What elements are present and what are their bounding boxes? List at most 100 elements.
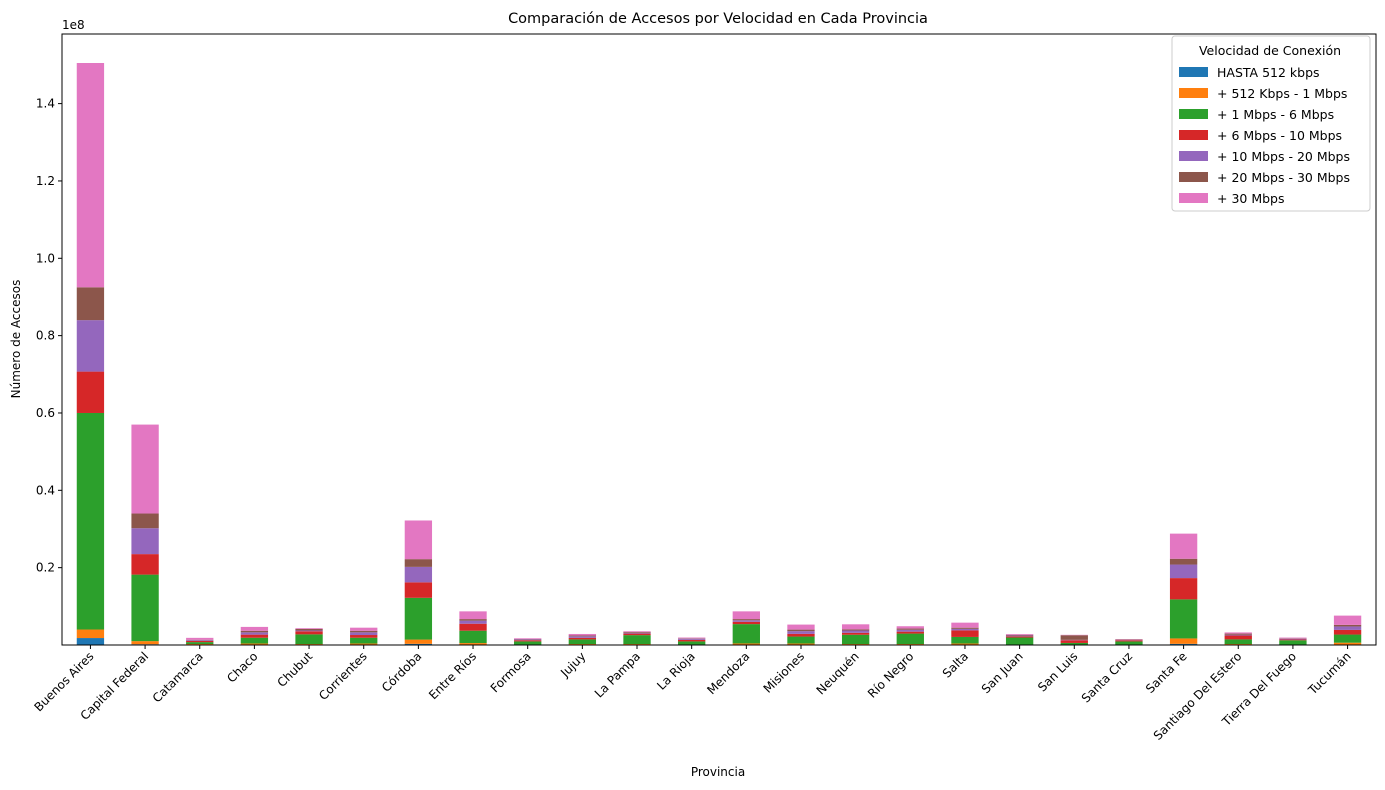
bar-segment-5-15 [896, 628, 924, 630]
bar-segment-5-6 [404, 559, 433, 567]
legend-title: Velocidad de Conexión [1199, 43, 1341, 58]
bar-segment-4-15 [896, 629, 924, 632]
bar-segment-2-17 [1005, 637, 1034, 645]
bar-segment-6-20 [1169, 533, 1198, 559]
bar-segment-3-18 [1060, 640, 1088, 643]
bar-segment-2-7 [459, 630, 487, 644]
bar-segment-4-9 [568, 636, 597, 638]
bar-segment-3-13 [787, 633, 815, 637]
legend-label-5: + 20 Mbps - 30 Mbps [1217, 170, 1350, 185]
bar-segment-4-6 [404, 566, 433, 583]
bar-segment-5-10 [623, 632, 651, 633]
bar-segment-3-1 [131, 554, 159, 575]
bar-segment-1-16 [951, 643, 979, 645]
y-tick-label: 1.2 [36, 174, 55, 188]
legend-swatch-2 [1179, 109, 1208, 119]
bar-segment-6-1 [131, 424, 159, 514]
bar-segment-3-23 [1333, 629, 1362, 635]
bar-segment-2-22 [1279, 640, 1307, 645]
bar-segment-1-4 [295, 644, 323, 645]
legend-items: HASTA 512 kbps + 512 Kbps - 1 Mbps + 1 Mbp… [1179, 65, 1350, 206]
bar-segment-5-12 [732, 619, 760, 621]
bar-segment-2-16 [951, 636, 979, 644]
bar-segment-5-9 [568, 635, 597, 637]
y-axis-label: Número de Accesos [9, 280, 23, 399]
bar-segment-2-9 [568, 639, 597, 645]
bar-segment-2-10 [623, 635, 651, 645]
bar-segment-1-5 [350, 643, 378, 645]
bar-segment-2-20 [1169, 599, 1198, 639]
bar-segment-2-1 [131, 574, 159, 642]
bar-segment-1-15 [896, 644, 924, 645]
bar-segment-6-9 [568, 633, 597, 636]
bar-segment-6-16 [951, 622, 979, 628]
bar-segment-2-3 [240, 637, 269, 644]
bar-segment-4-12 [732, 620, 760, 622]
bar-segment-6-17 [1005, 634, 1034, 635]
bar-segment-1-2 [186, 644, 214, 645]
x-axis-label: Provincia [691, 765, 745, 779]
bar-segment-4-10 [623, 632, 651, 634]
bar-segment-0-20 [1169, 643, 1198, 645]
bar-segment-4-14 [841, 630, 870, 633]
bar-segment-1-23 [1333, 642, 1362, 645]
bar-segment-0-6 [404, 643, 433, 645]
bar-segment-1-3 [240, 643, 269, 645]
bar-segment-3-19 [1115, 640, 1143, 642]
bar-segment-4-1 [131, 528, 159, 555]
bar-segment-2-14 [841, 634, 870, 645]
bar-segment-2-21 [1224, 639, 1252, 645]
bar-segment-1-0 [76, 629, 105, 639]
y-tick-label: 0.6 [36, 406, 55, 420]
y-tick-label: 0.8 [36, 329, 55, 343]
bar-segment-5-14 [841, 629, 870, 631]
bar-segment-3-16 [951, 630, 979, 637]
bar-segment-3-5 [350, 635, 378, 638]
bar-segment-6-2 [186, 637, 214, 640]
bar-segment-3-17 [1005, 636, 1034, 638]
bar-segment-3-14 [841, 632, 870, 635]
bar-segment-1-21 [1224, 644, 1252, 645]
bar-segment-2-12 [732, 624, 760, 644]
bar-segment-3-20 [1169, 578, 1198, 600]
bar-segment-4-21 [1224, 634, 1252, 636]
y-tick-label: 1.4 [36, 97, 55, 111]
bar-segment-1-13 [787, 643, 815, 645]
bar-segment-3-9 [568, 637, 597, 640]
bar-segment-6-13 [787, 624, 815, 630]
bar-segment-6-22 [1279, 637, 1307, 639]
bar-segment-3-7 [459, 623, 487, 631]
bar-segment-4-0 [76, 320, 105, 372]
bar-segment-2-6 [404, 597, 433, 640]
bar-segment-1-20 [1169, 638, 1198, 644]
bar-segment-5-23 [1333, 624, 1362, 627]
bar-segment-1-7 [459, 643, 487, 645]
bar-segment-6-15 [896, 626, 924, 629]
bar-segment-3-3 [240, 634, 269, 638]
bar-segment-4-13 [787, 631, 815, 634]
bar-segment-5-1 [131, 513, 159, 529]
bar-segment-4-11 [678, 638, 706, 640]
legend-swatch-0 [1179, 67, 1208, 77]
bar-segment-6-23 [1333, 615, 1362, 625]
bar-segment-2-11 [678, 641, 706, 645]
legend-swatch-1 [1179, 88, 1208, 98]
bar-segment-6-8 [514, 638, 542, 640]
bar-segment-4-3 [240, 632, 269, 635]
bar-segment-4-8 [514, 639, 542, 641]
bar-segment-1-1 [131, 641, 159, 645]
y-tick-label: 0.4 [36, 483, 55, 497]
bar-segment-2-2 [186, 642, 214, 645]
bar-segment-3-2 [186, 640, 214, 643]
bar-segment-5-0 [76, 287, 105, 321]
legend-swatch-6 [1179, 193, 1208, 203]
legend-label-0: HASTA 512 kbps [1217, 65, 1320, 80]
chart-title: Comparación de Accesos por Velocidad en … [508, 11, 928, 27]
bar-segment-3-10 [623, 633, 651, 636]
bar-segment-5-3 [240, 630, 269, 633]
bar-segment-3-11 [678, 639, 706, 642]
bar-segment-5-18 [1060, 635, 1088, 640]
bar-segment-6-5 [350, 627, 378, 631]
bar-segment-6-10 [623, 631, 651, 633]
